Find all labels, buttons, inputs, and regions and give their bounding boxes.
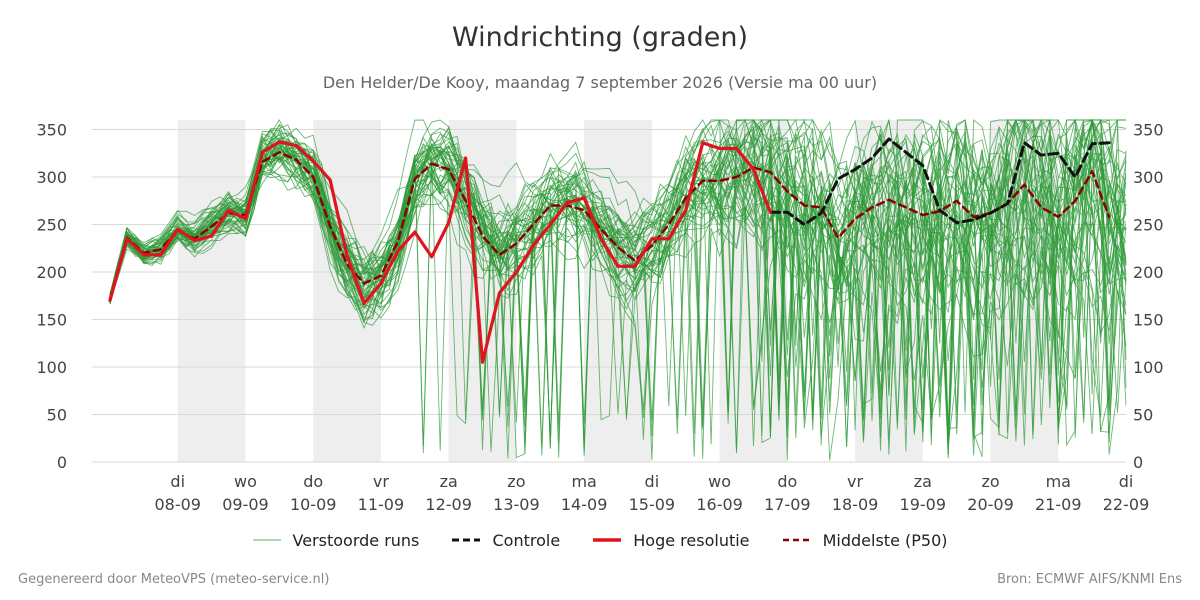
chart-subtitle: Den Helder/De Kooy, maandag 7 september … bbox=[322, 73, 878, 92]
y-tick-label-left: 150 bbox=[36, 311, 67, 330]
x-tick-date-label: 19-09 bbox=[900, 495, 947, 514]
footer-source: Bron: ECMWF AIFS/KNMI Ens bbox=[997, 572, 1182, 587]
x-tick-day-label: za bbox=[440, 472, 458, 491]
x-tick-date-label: 10-09 bbox=[290, 495, 337, 514]
y-tick-label-left: 50 bbox=[47, 406, 67, 425]
legend-item-ensemble[interactable]: Verstoorde runs bbox=[252, 530, 420, 550]
x-tick-day-label: wo bbox=[234, 472, 257, 491]
legend-label-controle: Controle bbox=[492, 530, 561, 550]
x-tick-date-label: 17-09 bbox=[764, 495, 811, 514]
ensemble-run-line bbox=[109, 119, 1127, 449]
legend-swatch-controle bbox=[452, 538, 481, 542]
y-tick-label-right: 50 bbox=[1133, 406, 1153, 425]
chart-legend: Verstoorde runs Controle Hoge resolutie … bbox=[0, 530, 1200, 550]
legend-item-p50[interactable]: Middelste (P50) bbox=[782, 530, 948, 550]
x-tick-date-label: 12-09 bbox=[425, 495, 472, 514]
y-tick-label-left: 300 bbox=[36, 168, 67, 187]
legend-item-controle[interactable]: Controle bbox=[452, 531, 560, 550]
x-tick-day-label: zo bbox=[981, 472, 999, 491]
main-series bbox=[108, 137, 1111, 364]
x-tick-day-label: ma bbox=[571, 472, 596, 491]
ensemble-run-line bbox=[109, 119, 1127, 428]
y-axis-right: 0 50 100 150 200 250 300 350 bbox=[1133, 121, 1164, 473]
y-tick-label-right: 350 bbox=[1133, 121, 1164, 140]
legend-swatch-hires bbox=[593, 538, 622, 542]
x-tick-date-label: 13-09 bbox=[493, 495, 540, 514]
legend-item-hires[interactable]: Hoge resolutie bbox=[593, 530, 750, 550]
y-tick-label-right: 300 bbox=[1133, 168, 1164, 187]
legend-swatch-ensemble bbox=[252, 539, 281, 541]
x-tick-day-label: di bbox=[1119, 472, 1134, 491]
x-axis: di 08-09 wo 09-09 do 10-09 vr 11-09 za 12-09 zo 13-… bbox=[154, 472, 1149, 514]
x-tick-date-label: 14-09 bbox=[561, 495, 608, 514]
chart-title: Windrichting (graden) bbox=[451, 22, 749, 53]
y-tick-label-left: 0 bbox=[57, 453, 67, 472]
legend-label-hires: Hoge resolutie bbox=[633, 530, 750, 550]
ensemble-run-line bbox=[109, 119, 1126, 458]
x-tick-day-label: do bbox=[777, 472, 797, 491]
weekend-band-0 bbox=[177, 120, 246, 462]
ensemble-run-line bbox=[109, 118, 1127, 455]
x-tick-date-label: 20-09 bbox=[967, 495, 1014, 514]
series-line-controle bbox=[768, 137, 1111, 226]
x-tick-day-label: vr bbox=[847, 472, 863, 491]
y-tick-label-left: 100 bbox=[36, 358, 67, 377]
y-tick-label-left: 200 bbox=[36, 263, 67, 282]
ensemble-run-line bbox=[109, 118, 1127, 429]
y-tick-label-right: 100 bbox=[1133, 358, 1164, 377]
y-tick-label-right: 200 bbox=[1133, 263, 1164, 282]
x-tick-day-label: za bbox=[914, 472, 932, 491]
footer-generated-by: Gegenereerd door MeteoVPS (meteo-service… bbox=[18, 572, 330, 587]
x-tick-date-label: 09-09 bbox=[222, 495, 269, 514]
y-tick-label-right: 0 bbox=[1133, 453, 1143, 472]
y-tick-label-right: 250 bbox=[1133, 216, 1164, 235]
x-tick-day-label: ma bbox=[1046, 472, 1071, 491]
y-tick-label-left: 350 bbox=[36, 121, 67, 140]
ensemble-run-line bbox=[109, 155, 1127, 432]
x-tick-date-label: 18-09 bbox=[832, 495, 879, 514]
ensemble-run-line bbox=[109, 118, 1126, 459]
x-tick-day-label: zo bbox=[507, 472, 525, 491]
x-tick-date-label: 11-09 bbox=[358, 495, 405, 514]
legend-swatch-p50 bbox=[782, 538, 811, 542]
x-tick-day-label: vr bbox=[373, 472, 389, 491]
x-tick-day-label: wo bbox=[708, 472, 731, 491]
x-tick-day-label: di bbox=[170, 472, 185, 491]
y-tick-label-left: 250 bbox=[36, 216, 67, 235]
series-line-hoge-resolutie bbox=[108, 140, 773, 364]
x-tick-date-label: 08-09 bbox=[154, 495, 201, 514]
ensemble-run-line bbox=[109, 132, 1127, 451]
ensemble-run-line bbox=[109, 138, 1127, 440]
y-tick-label-right: 150 bbox=[1133, 311, 1164, 330]
ensemble-run-line bbox=[109, 120, 1127, 447]
legend-label-ensemble: Verstoorde runs bbox=[292, 530, 420, 550]
legend-label-p50: Middelste (P50) bbox=[822, 530, 948, 550]
y-axis-left: 0 50 100 150 200 250 300 350 bbox=[36, 121, 67, 473]
x-tick-day-label: do bbox=[303, 472, 323, 491]
x-tick-date-label: 16-09 bbox=[696, 495, 743, 514]
series-line-middelste-p50- bbox=[108, 151, 1111, 300]
x-tick-date-label: 15-09 bbox=[629, 495, 676, 514]
x-tick-date-label: 22-09 bbox=[1103, 495, 1150, 514]
x-tick-day-label: di bbox=[645, 472, 660, 491]
x-tick-date-label: 21-09 bbox=[1035, 495, 1082, 514]
ensemble-run-line bbox=[109, 119, 1127, 452]
